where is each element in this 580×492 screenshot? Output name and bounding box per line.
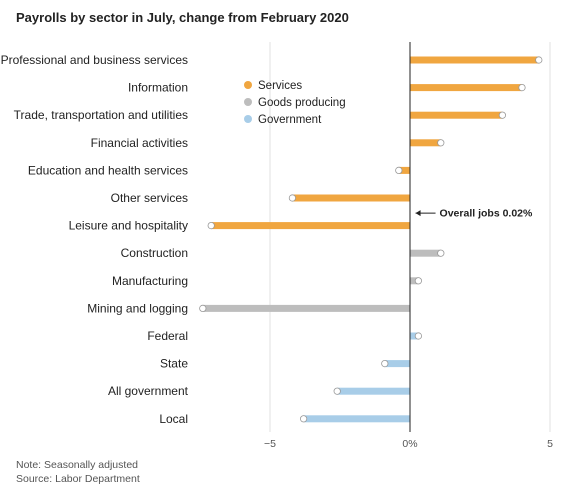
bar [398,166,410,174]
bar-end-dot [395,166,403,174]
bar-chart: Professional and business services Inform… [1,42,553,450]
annotation: Overall jobs 0.02% [415,208,533,220]
legend-swatch [244,81,252,89]
bar-end-dot [414,277,422,285]
bar-end-dot [288,194,296,202]
bar [211,222,410,230]
category-label: Federal [147,329,188,343]
bar [303,415,410,423]
bar-end-dot [535,56,543,64]
bar [384,360,410,368]
bar-end-dot [333,387,341,395]
category-label: All government [108,384,189,398]
bar [410,277,419,285]
x-tick-label: 0% [402,438,417,450]
gridlines [269,42,551,432]
category-label: Local [159,412,188,426]
x-tick-label: 5 [547,438,553,450]
bar-end-dot [518,84,526,92]
bars [199,42,543,432]
x-axis-ticks: −5 0% 5 [264,438,553,450]
category-labels: Professional and business services Inform… [1,53,189,426]
category-label: Leisure and hospitality [69,219,188,233]
source-note: Source: Labor Department [16,473,140,485]
bar-end-dot [498,111,506,119]
category-label: Mining and logging [87,301,188,315]
category-label: Trade, transportation and utilities [14,108,188,122]
chart-title: Payrolls by sector in July, change from … [16,10,349,25]
bar [410,249,441,257]
bar-end-dot [299,415,308,423]
x-tick-label: −5 [264,438,276,450]
legend-label: Goods producing [258,97,346,109]
category-label: Construction [121,246,188,260]
bar [292,194,410,202]
category-label: Other services [111,191,188,205]
bar-end-dot [437,249,445,257]
category-label: Financial activities [91,136,188,150]
bar [202,304,410,312]
bar-end-dot [437,139,445,147]
annotation-arrowhead [415,210,421,217]
category-label: State [160,357,188,371]
bar [337,387,410,395]
category-label: Information [128,81,188,95]
legend: Services Goods producing Government [244,80,346,126]
legend-swatch [244,115,252,123]
annotation-label: Overall jobs 0.02% [440,208,533,220]
category-label: Education and health services [28,163,188,177]
bar-end-dot [381,359,389,368]
bar-end-dot [207,222,215,230]
bar [410,56,539,64]
footnote: Note: Seasonally adjusted [16,459,138,471]
category-label: Professional and business services [1,53,188,67]
bar [410,332,419,340]
legend-swatch [244,98,252,106]
bar-end-dot [199,304,207,312]
category-label: Manufacturing [112,274,188,288]
bar-end-dot [414,332,422,340]
bar [410,111,503,119]
legend-label: Services [258,80,302,92]
legend-label: Government [258,114,322,126]
bar [410,84,522,92]
bar [410,139,441,147]
